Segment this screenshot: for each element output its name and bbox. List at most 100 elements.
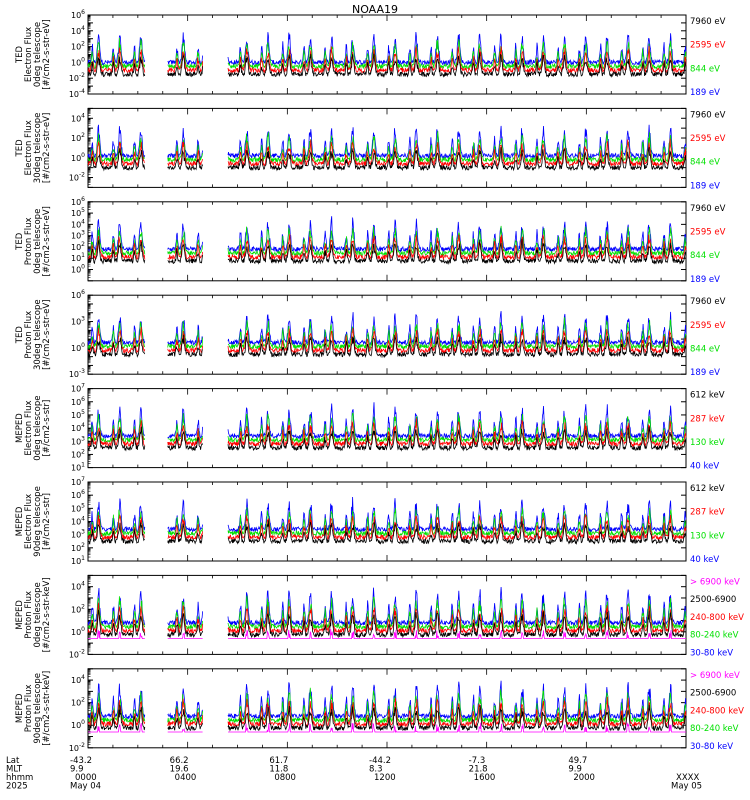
y-tick-label: 10-4 — [69, 88, 85, 99]
y-tick-label: 104 — [71, 112, 85, 123]
legend-entry: 40 keV — [690, 555, 719, 565]
legend-entry: 287 keV — [690, 508, 725, 518]
series-trace-black — [87, 238, 687, 265]
y-tick-label: 102 — [71, 132, 85, 143]
panel-4: 106 103 100 10-3 TED Proton Flux 30deg telesco… — [15, 289, 726, 379]
y-axis-label-line: Proton Flux — [24, 217, 34, 265]
y-tick-label: 102 — [71, 542, 85, 553]
legend-entry: 30-80 keV — [690, 648, 733, 658]
legend-entry: 189 eV — [690, 275, 720, 285]
legend-entry: 189 eV — [690, 181, 720, 191]
y-tick-label: 10-2 — [69, 742, 85, 753]
panel-6: 107 106 105 104 103 102 101 MEPED Electron Flux 9… — [15, 476, 725, 566]
legend-entry: 189 eV — [690, 88, 720, 98]
y-axis-label-line: Electron Flux — [24, 120, 34, 175]
legend-entry: > 6900 keV — [690, 671, 740, 681]
y-axis-label: MEPED Proton Flux 0deg telescope [#/cm2-s-s… — [15, 577, 52, 652]
y-tick-label: 10-2 — [69, 172, 85, 183]
legend-entry: 844 eV — [690, 64, 720, 74]
y-tick-label: 105 — [71, 207, 85, 218]
panel-8: 104 102 100 10-2 MEPED Proton Flux 90deg teles… — [15, 668, 744, 753]
series-trace-green — [87, 687, 687, 725]
y-tick-label: 103 — [71, 435, 85, 446]
x-label-hhmm: 0000 — [75, 773, 97, 783]
legend-entry: 40 keV — [690, 462, 719, 472]
y-tick-label: 103 — [71, 230, 85, 241]
y-tick-label: 106 — [71, 289, 85, 300]
series-trace-black — [87, 146, 687, 172]
series-trace-black — [87, 520, 687, 546]
y-tick-label: 105 — [71, 409, 85, 420]
x-row-label: Lat — [6, 756, 20, 766]
y-axis-label-line: Proton Flux — [24, 684, 34, 732]
y-axis-label-line: 0deg telescope — [33, 582, 43, 647]
y-tick-label: 101 — [71, 555, 85, 566]
panel-1: 106 104 102 100 10-2 10-4 TED Electron Flux 0deg… — [15, 9, 726, 99]
series-trace-black — [87, 52, 687, 79]
legend-entry: 7960 eV — [690, 204, 726, 214]
x-label-mlt: 8.3 — [369, 764, 383, 774]
y-axis-label-line: [#/cm2-s-str-keV] — [42, 577, 52, 652]
legend-entry: 2500-6900 — [690, 595, 736, 605]
x-label-mlt: 11.8 — [269, 764, 288, 774]
series-trace-green — [87, 506, 687, 538]
y-tick-label: 104 — [71, 218, 85, 229]
y-tick-label: 107 — [71, 383, 85, 394]
x-label-hhmm: 1600 — [474, 773, 496, 783]
y-axis-label-line: Electron Flux — [24, 400, 34, 455]
x-label-lat: -44.2 — [369, 756, 391, 766]
y-axis-label-line: MEPED — [15, 693, 25, 723]
panel-5: 107 106 105 104 103 102 101 MEPED Electron Flux 0… — [15, 383, 725, 473]
legend-entry: 287 keV — [690, 414, 725, 424]
legend-entry: 130 keV — [690, 531, 725, 541]
y-axis-label: TED Electron Flux 0deg telescope [#/cm2-s-s… — [15, 19, 52, 89]
y-axis-label-line: 30deg telescope — [33, 299, 43, 370]
x-label-date: May 05 — [671, 781, 702, 791]
y-tick-label: 100 — [71, 56, 85, 67]
y-axis-label-line: 90deg telescope — [33, 486, 43, 557]
y-axis-label-line: 30deg telescope — [33, 113, 43, 184]
series-trace-black — [87, 609, 687, 639]
x-row-label: 2025 — [6, 781, 28, 791]
y-tick-label: 10-2 — [69, 72, 85, 83]
y-axis-label-line: TED — [15, 139, 25, 158]
series-trace-black — [87, 333, 687, 359]
y-tick-label: 100 — [71, 626, 85, 637]
y-axis-label-line: 0deg telescope — [33, 22, 43, 87]
y-axis-label-line: [#/cm2-s-str] — [42, 400, 52, 457]
y-axis-label-line: [#/cm2-s-str-keV] — [42, 671, 52, 746]
legend-entry: 844 eV — [690, 345, 720, 355]
legend-entry: 7960 eV — [690, 297, 726, 307]
y-tick-label: 107 — [71, 476, 85, 487]
y-axis-label-line: [#/cm2-s-str] — [42, 493, 52, 550]
y-axis-label-line: Proton Flux — [24, 311, 34, 359]
y-tick-label: 106 — [71, 489, 85, 500]
y-axis-label-line: MEPED — [15, 506, 25, 536]
y-axis-label-line: [#/cm2-s-str-eV] — [42, 206, 52, 276]
x-label-lat: 49.7 — [568, 756, 587, 766]
y-tick-label: 104 — [71, 422, 85, 433]
y-axis-label-line: MEPED — [15, 600, 25, 630]
panel-7: 104 102 100 10-2 MEPED Proton Flux 0deg telesc… — [15, 574, 744, 659]
legend-entry: 612 keV — [690, 391, 725, 401]
y-tick-label: 104 — [71, 581, 85, 592]
x-label-mlt: 9.9 — [568, 764, 582, 774]
y-axis-label-line: 0deg telescope — [33, 209, 43, 274]
y-axis-label: MEPED Electron Flux 90deg telescope [#/cm2-… — [15, 486, 52, 557]
legend-entry: 2595 eV — [690, 41, 726, 51]
y-tick-label: 102 — [71, 448, 85, 459]
legend-entry: 612 keV — [690, 484, 725, 494]
x-label-hhmm: XXXX — [676, 773, 699, 783]
legend-entry: 7960 eV — [690, 17, 726, 27]
legend-entry: 240-800 keV — [690, 613, 744, 623]
legend-entry: > 6900 keV — [690, 577, 740, 587]
y-tick-label: 102 — [71, 241, 85, 252]
y-tick-label: 101 — [71, 462, 85, 473]
x-label-lat: -43.2 — [70, 756, 92, 766]
y-tick-label: 100 — [71, 264, 85, 275]
y-axis-label: TED Electron Flux 30deg telescope [#/cm2-s-… — [15, 113, 52, 184]
y-tick-label: 100 — [71, 342, 85, 353]
y-axis-label-line: [#/cm2-s-str-eV] — [42, 113, 52, 183]
